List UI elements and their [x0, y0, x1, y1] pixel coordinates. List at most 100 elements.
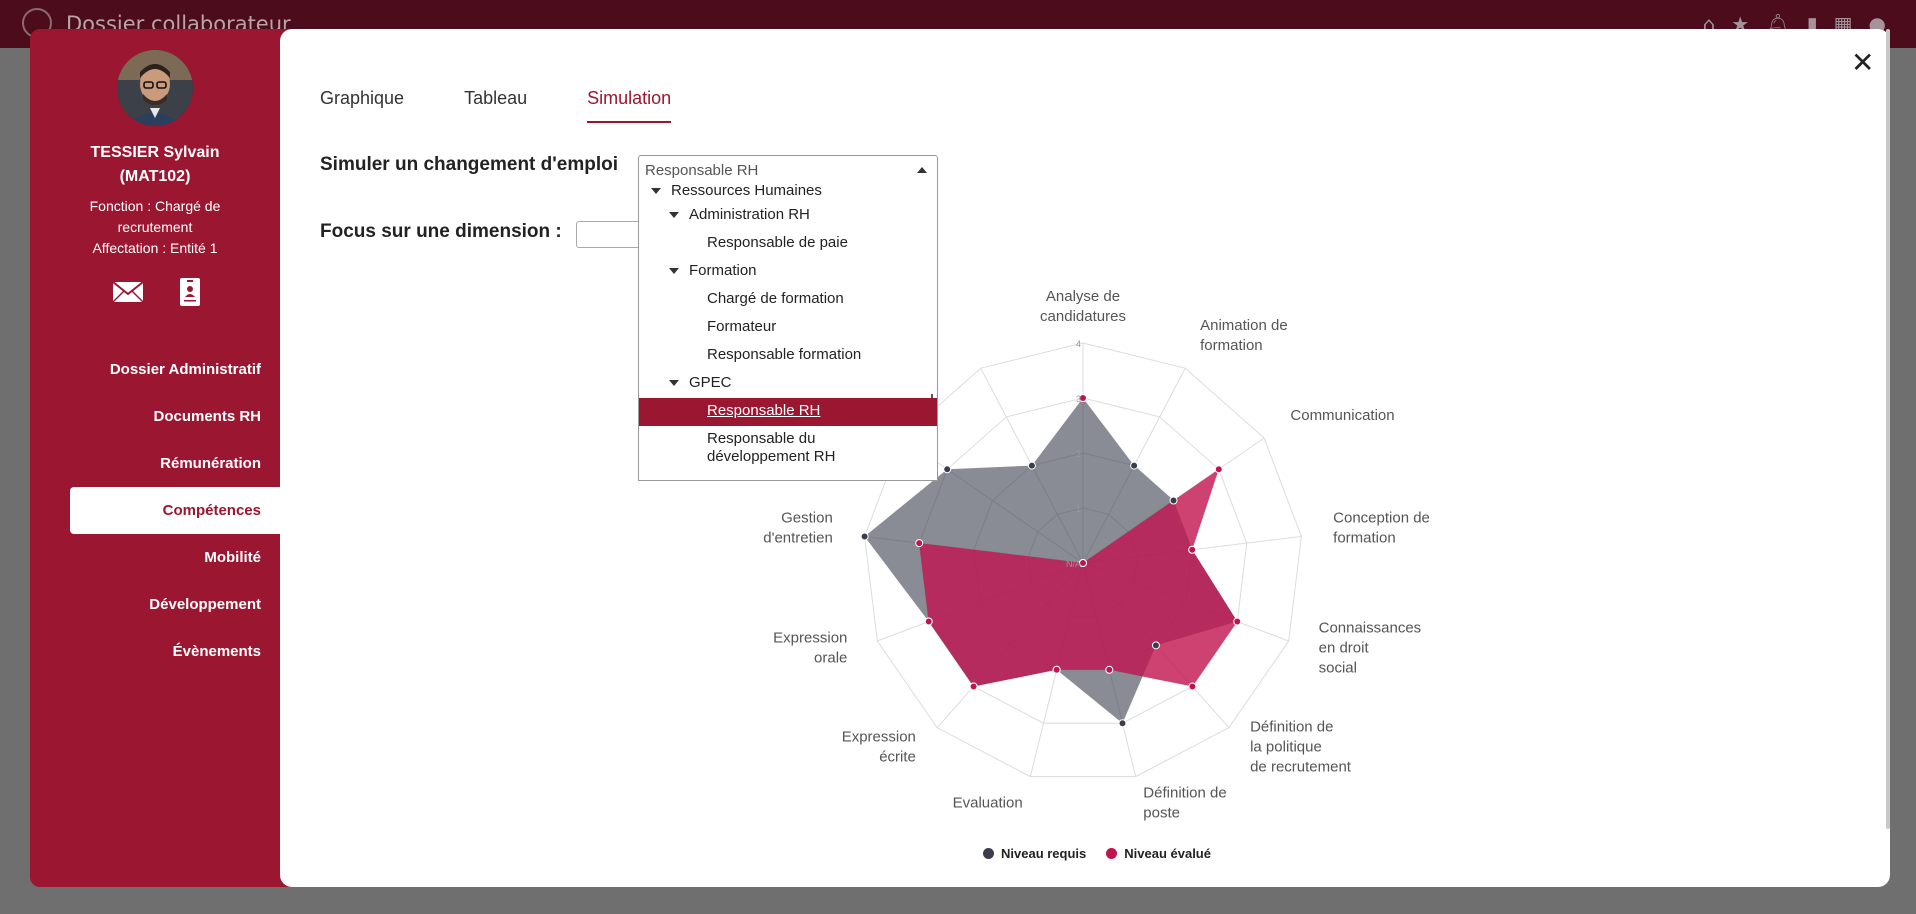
legend-label-evaluated: Niveau évalué: [1124, 846, 1211, 861]
dropdown-option-label: Administration RH: [689, 206, 810, 223]
dropdown-option[interactable]: Formateur: [639, 314, 937, 342]
data-point: [1079, 394, 1087, 402]
nav-competences[interactable]: Compétences: [70, 487, 280, 534]
caret-down-icon[interactable]: [669, 268, 679, 274]
tick-label: N/A: [1066, 559, 1081, 569]
dropdown-group[interactable]: GPEC: [639, 370, 937, 398]
profile-panel: [30, 29, 320, 887]
data-point: [924, 617, 933, 626]
legend-item-required[interactable]: Niveau requis: [983, 846, 1086, 861]
nav-developpement[interactable]: Développement: [149, 596, 261, 613]
axis-label: Définition de la politique de recrutement: [1250, 719, 1352, 776]
data-point: [1188, 682, 1197, 691]
axis-label: Expression écrite: [842, 729, 916, 766]
nav-mobilite[interactable]: Mobilité: [204, 549, 261, 566]
tick-label: 2: [1076, 449, 1081, 459]
employee-id: (MAT102): [119, 168, 191, 185]
axis-label: Evaluation: [953, 795, 1023, 812]
dropdown-option-label: Responsable de paie: [707, 234, 848, 251]
simulation-label: Simuler un changement d'emploi: [320, 154, 619, 175]
fonction-line-2: recrutement: [117, 219, 193, 235]
dropdown-option-label: Formation: [689, 262, 757, 279]
axis-label: Conception de formation: [1333, 510, 1430, 547]
data-point: [1188, 545, 1197, 554]
data-point: [1079, 559, 1087, 567]
envelope-icon[interactable]: [112, 276, 144, 308]
tab-graphique[interactable]: Graphique: [320, 88, 405, 108]
dropdown-option[interactable]: Responsable RH: [639, 398, 937, 426]
legend-item-evaluated[interactable]: Niveau évalué: [1106, 846, 1211, 861]
employee-name: TESSIER Sylvain: [90, 144, 220, 161]
dropdown-option-label: Formateur: [707, 318, 777, 335]
dropdown-group[interactable]: Ressources Humaines: [639, 184, 937, 206]
caret-down-icon[interactable]: [669, 212, 679, 218]
caret-up-icon[interactable]: [917, 167, 927, 173]
modal-scrollbar[interactable]: [1886, 29, 1890, 829]
axis-label: Animation de formation: [1200, 317, 1288, 354]
book-icon: ▮: [1806, 12, 1818, 36]
legend-label-required: Niveau requis: [1001, 846, 1087, 861]
close-icon[interactable]: ✕: [1851, 46, 1875, 79]
tick-label: 4: [1076, 339, 1081, 349]
axis-label: Connaissances en droit social: [1319, 619, 1422, 676]
data-point: [1105, 665, 1114, 674]
nav-documents-rh[interactable]: Documents RH: [153, 408, 261, 425]
focus-label: Focus sur une dimension :: [320, 221, 562, 242]
caret-down-icon[interactable]: [651, 188, 661, 194]
job-select-value: Responsable RH: [645, 162, 759, 179]
dropdown-option-label: Chargé de formation: [707, 290, 844, 307]
data-point: [1027, 461, 1036, 470]
axis-label: Expression orale: [773, 629, 847, 666]
dropdown-option-label: GPEC: [689, 374, 732, 391]
data-point: [1169, 496, 1178, 505]
data-point: [1214, 465, 1223, 474]
tab-bar: Graphique Tableau Simulation: [320, 88, 731, 123]
data-point: [860, 532, 869, 541]
dropdown-option-label: Ressources Humaines: [671, 184, 822, 199]
nav-evenements[interactable]: Évènements: [172, 643, 261, 660]
affectation: Affectation : Entité 1: [92, 240, 218, 256]
tick-label: 1: [1076, 504, 1081, 514]
dropdown-option[interactable]: Chargé de formation: [639, 286, 937, 314]
data-point: [915, 539, 924, 548]
dropdown-option[interactable]: Responsable de paie: [639, 230, 937, 258]
contact-actions: [112, 276, 206, 308]
axis-label: Gestion d'entretien: [763, 510, 833, 547]
axis-label: Communication: [1290, 407, 1394, 424]
job-dropdown-list: Ressources Humaines Administration RH Resp…: [638, 184, 938, 481]
data-point: [969, 682, 978, 691]
focus-dimension-input[interactable]: [576, 221, 646, 248]
dropdown-option[interactable]: Responsable formation: [639, 342, 937, 370]
nav-remuneration[interactable]: Rémunération: [160, 455, 261, 472]
data-point: [1052, 665, 1061, 674]
legend-dot-required: [983, 848, 994, 859]
fonction-line-1: Fonction : Chargé de: [89, 198, 221, 214]
dropdown-group[interactable]: Formation: [639, 258, 937, 286]
tab-tableau[interactable]: Tableau: [464, 88, 528, 108]
profile-info: Fonction : Chargé de recrutement Affecta…: [30, 196, 280, 259]
tab-simulation[interactable]: Simulation: [587, 88, 672, 123]
tick-label: 3: [1076, 394, 1081, 404]
data-point: [1118, 719, 1127, 728]
axis-label: Analyse de candidatures: [1040, 290, 1126, 325]
dropdown-option-label: Responsable du développement RH: [707, 430, 836, 465]
dropdown-option[interactable]: Responsable du développement RH: [639, 426, 937, 470]
series-area: [919, 398, 1238, 687]
profile-name: TESSIER Sylvain (MAT102): [30, 141, 280, 189]
data-point: [1233, 617, 1242, 626]
nav-dossier-administratif[interactable]: Dossier Administratif: [109, 361, 261, 378]
dropdown-group[interactable]: Administration RH: [639, 202, 937, 230]
job-select[interactable]: Responsable RH: [638, 155, 938, 185]
data-point: [943, 465, 952, 474]
axis-label: Définition de poste: [1143, 785, 1226, 822]
chart-legend: Niveau requis Niveau évalué: [983, 846, 1211, 861]
dropdown-option-label: Responsable formation: [707, 346, 862, 363]
legend-dot-evaluated: [1106, 848, 1118, 859]
data-point: [1130, 461, 1139, 470]
badge-icon[interactable]: [174, 276, 206, 308]
caret-down-icon[interactable]: [669, 380, 679, 386]
data-point: [1151, 641, 1160, 650]
radar-chart: N/A 1 2 3 4 Analyse de candidatures Animation d…: [763, 290, 1430, 822]
avatar: [117, 50, 193, 126]
dropdown-option-label: Responsable RH: [707, 402, 821, 419]
